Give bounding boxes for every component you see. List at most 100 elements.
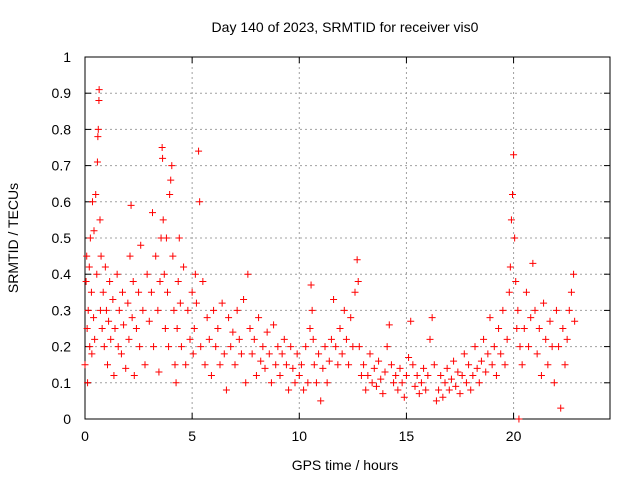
data-point	[171, 361, 179, 369]
data-point	[392, 372, 400, 380]
data-point	[338, 350, 346, 358]
data-point	[542, 335, 550, 343]
data-point	[302, 343, 310, 351]
data-point	[422, 386, 430, 394]
data-point	[413, 372, 421, 380]
data-point	[287, 343, 295, 351]
data-point	[385, 321, 393, 329]
data-point	[272, 361, 280, 369]
data-point	[127, 201, 135, 209]
data-point	[195, 147, 203, 155]
y-tick-label: 1	[63, 49, 71, 65]
data-point	[428, 314, 436, 322]
y-tick-label: 0	[63, 411, 71, 427]
data-point	[402, 372, 410, 380]
data-point	[257, 357, 265, 365]
data-point	[159, 216, 167, 224]
axis-ticks	[84, 56, 610, 420]
x-axis-label: GPS time / hours	[292, 457, 399, 473]
data-point	[158, 144, 166, 151]
data-point	[424, 372, 432, 380]
data-point	[332, 343, 340, 351]
data-point	[469, 372, 477, 380]
data-point	[85, 263, 93, 271]
data-point	[113, 270, 121, 278]
data-point	[250, 335, 258, 343]
data-point	[104, 361, 111, 369]
data-point	[100, 343, 108, 351]
data-point	[473, 364, 481, 372]
data-point	[505, 288, 513, 296]
data-point	[82, 277, 90, 285]
data-point	[325, 357, 333, 365]
data-point	[167, 176, 175, 184]
data-point	[188, 288, 196, 296]
data-point	[189, 350, 197, 358]
data-point	[109, 296, 117, 304]
data-point	[548, 343, 556, 351]
data-point	[317, 397, 325, 405]
data-point	[499, 306, 507, 314]
data-point	[398, 379, 406, 387]
data-point	[156, 277, 164, 285]
y-tick-label: 0.8	[52, 121, 72, 137]
data-point	[334, 361, 342, 369]
data-point	[456, 390, 464, 398]
data-point	[289, 364, 297, 372]
data-point	[242, 379, 250, 387]
data-point	[130, 372, 138, 380]
data-point	[336, 325, 344, 332]
data-point	[248, 350, 256, 358]
data-point	[214, 325, 222, 332]
data-point	[95, 86, 103, 94]
data-point	[227, 343, 235, 351]
data-point	[274, 343, 282, 351]
data-point	[115, 306, 123, 314]
data-point	[409, 361, 417, 369]
data-point	[563, 335, 571, 343]
data-point	[552, 306, 560, 314]
data-point	[89, 198, 96, 206]
data-point	[513, 325, 521, 332]
data-point	[321, 343, 329, 351]
data-point	[550, 379, 558, 387]
data-point	[111, 325, 119, 332]
data-point	[565, 306, 573, 314]
data-point	[161, 325, 169, 332]
data-point	[210, 306, 218, 314]
data-point	[400, 393, 408, 401]
data-point	[145, 317, 153, 325]
y-tick-label: 0.9	[52, 85, 72, 101]
data-point	[368, 379, 376, 387]
data-point	[159, 154, 167, 162]
data-point	[310, 361, 318, 369]
data-point	[515, 415, 523, 423]
data-point	[255, 314, 263, 322]
data-point	[458, 372, 466, 380]
data-point	[169, 252, 177, 260]
data-point	[471, 343, 479, 351]
data-point	[180, 263, 188, 271]
data-point	[347, 314, 355, 322]
data-point	[492, 372, 500, 380]
data-point	[110, 372, 118, 380]
data-point	[88, 350, 96, 358]
data-point	[96, 216, 104, 224]
data-point	[486, 314, 494, 322]
data-point	[570, 270, 578, 278]
data-point	[503, 335, 511, 343]
data-point	[525, 343, 533, 351]
data-point	[295, 372, 303, 380]
data-point	[533, 350, 541, 358]
data-point	[120, 321, 128, 329]
data-point	[92, 191, 100, 199]
data-point	[259, 343, 267, 351]
data-point	[267, 379, 275, 387]
data-point	[506, 263, 514, 271]
data-point	[452, 382, 460, 390]
data-point	[488, 361, 496, 369]
data-point	[509, 191, 516, 199]
data-point	[396, 364, 404, 372]
data-point	[514, 306, 522, 314]
data-point	[135, 288, 143, 296]
